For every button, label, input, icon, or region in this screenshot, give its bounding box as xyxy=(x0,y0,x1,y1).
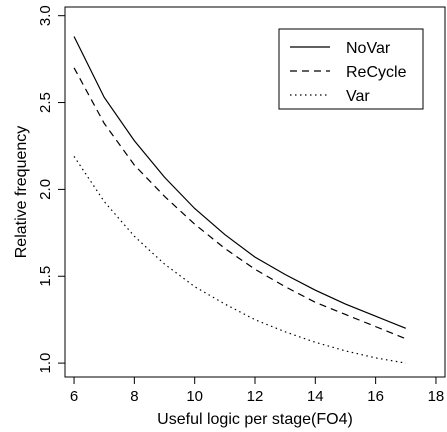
x-tick-label: 16 xyxy=(367,388,384,405)
legend: NoVar ReCycle Var xyxy=(278,28,424,110)
x-tick-label: 8 xyxy=(130,388,138,405)
y-axis-label: Relative frequency xyxy=(13,126,30,259)
legend-label-var: Var xyxy=(346,88,370,105)
x-tick-label: 14 xyxy=(307,388,324,405)
legend-label-novar: NoVar xyxy=(346,40,391,57)
x-tick-label: 12 xyxy=(247,388,264,405)
series-line-var xyxy=(73,156,406,364)
y-tick-label: 2.0 xyxy=(37,179,54,200)
series-line-recycle xyxy=(73,67,407,340)
x-tick-label: 6 xyxy=(70,388,78,405)
legend-box xyxy=(278,28,424,110)
y-tick-label: 3.0 xyxy=(37,5,54,26)
legend-label-recycle: ReCycle xyxy=(346,64,407,81)
x-tick-label: 18 xyxy=(428,388,445,405)
x-tick-label: 10 xyxy=(186,388,203,405)
y-tick-label: 2.5 xyxy=(37,92,54,113)
y-tick-label: 1.0 xyxy=(37,353,54,374)
x-axis-label: Useful logic per stage(FO4) xyxy=(157,411,353,428)
x-axis: 6 8 10 12 14 16 18 xyxy=(70,377,444,405)
series-layer xyxy=(73,36,407,364)
y-tick-label: 1.5 xyxy=(37,266,54,287)
series-line-novar xyxy=(73,36,407,329)
y-axis: 1.0 1.5 2.0 2.5 3.0 xyxy=(37,5,65,374)
